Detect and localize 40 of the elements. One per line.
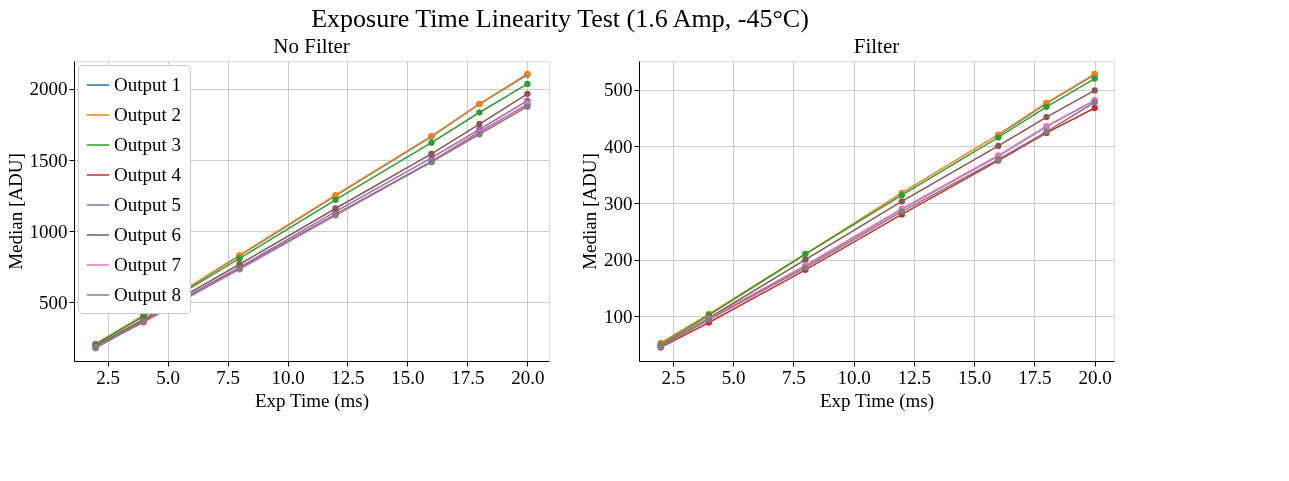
chart-title: No Filter <box>273 34 350 58</box>
x-tick-label: 17.5 <box>1018 366 1052 388</box>
y-tick-label: 2000 <box>29 78 68 100</box>
x-tick-label: 12.5 <box>897 366 931 388</box>
legend-label: Output 4 <box>114 164 182 185</box>
y-tick-label: 100 <box>604 305 633 327</box>
x-tick-label: 10.0 <box>837 366 871 388</box>
y-axis-title: Median [ADU] <box>4 153 26 270</box>
y-axis-title: Median [ADU] <box>579 153 600 270</box>
x-tick-label: 17.5 <box>451 366 485 388</box>
x-tick-label: 20.0 <box>511 366 545 388</box>
x-tick-label: 12.5 <box>331 366 365 388</box>
legend-label: Output 1 <box>114 74 182 95</box>
x-tick-label: 5.0 <box>721 366 746 388</box>
y-tick-label: 500 <box>604 79 633 101</box>
legend-label: Output 2 <box>114 104 182 125</box>
y-tick-label: 400 <box>604 135 633 157</box>
x-tick-label: 2.5 <box>96 366 120 388</box>
x-tick-label: 7.5 <box>216 366 240 388</box>
text: Exposure Time Linearity Test (1.6 Amp, -45°C) <box>311 3 809 33</box>
y-tick-label: 500 <box>39 291 68 313</box>
legend-label: Output 5 <box>114 194 182 215</box>
legend-label: Output 6 <box>114 224 182 245</box>
y-tick-label: 300 <box>604 192 633 214</box>
x-tick-label: 20.0 <box>1078 366 1112 388</box>
x-axis-title: Exp Time (ms) <box>819 389 935 412</box>
x-tick-label: 10.0 <box>271 366 305 388</box>
y-tick-label: 200 <box>604 249 633 271</box>
legend-label: Output 3 <box>114 134 182 155</box>
x-tick-label: 15.0 <box>958 366 992 388</box>
x-tick-label: 2.5 <box>661 366 686 388</box>
chart-title: Filter <box>853 34 900 58</box>
legend-label: Output 8 <box>114 284 182 305</box>
legend-label: Output 7 <box>114 254 182 275</box>
y-tick-label: 1000 <box>29 220 68 242</box>
x-tick-label: 5.0 <box>156 366 180 388</box>
y-tick-label: 1500 <box>29 149 68 171</box>
x-tick-label: 7.5 <box>781 366 806 388</box>
x-tick-label: 15.0 <box>391 366 425 388</box>
x-axis-title: Exp Time (ms) <box>254 389 370 412</box>
